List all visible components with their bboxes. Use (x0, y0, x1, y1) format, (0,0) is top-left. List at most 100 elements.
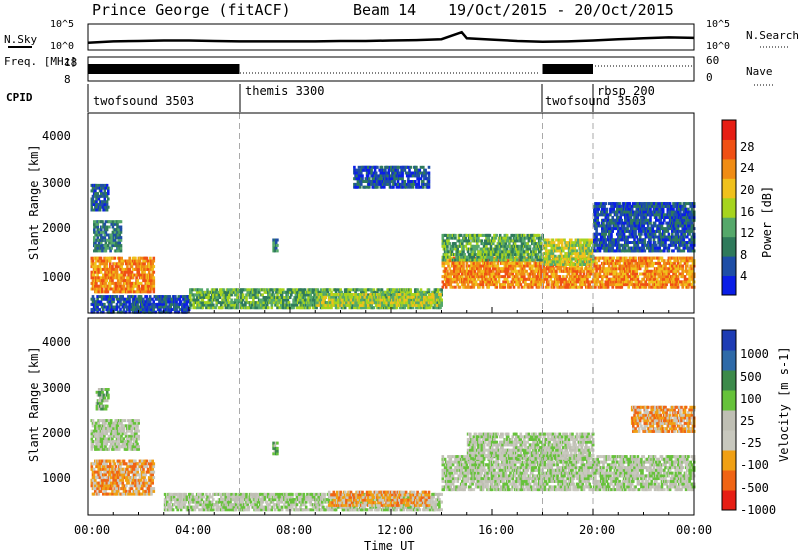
echo-cell (523, 255, 526, 259)
echo-cell (454, 258, 457, 262)
echo-cell (573, 280, 577, 284)
echo-cell (124, 302, 128, 306)
echo-cell (449, 244, 453, 248)
echo-cell (475, 242, 479, 246)
echo-cell (322, 301, 325, 305)
echo-cell (143, 265, 146, 269)
echo-cell (672, 256, 675, 260)
echo-cell (604, 267, 608, 271)
echo-cell (671, 264, 674, 268)
echo-cell (323, 306, 326, 310)
echo-cell (487, 236, 490, 240)
echo-cell (642, 277, 645, 281)
echo-cell (443, 258, 447, 262)
echo-cell (93, 236, 96, 240)
echo-cell (244, 288, 247, 292)
echo-cell (641, 259, 644, 263)
echo-cell (126, 259, 129, 263)
echo-cell (121, 290, 125, 294)
echo-cell (470, 264, 473, 268)
echo-cell (462, 261, 465, 265)
echo-cell (674, 272, 678, 276)
echo-cell (355, 303, 358, 307)
echo-cell (113, 262, 117, 266)
echo-cell (444, 267, 448, 271)
echo-cell (628, 261, 632, 265)
echo-cell (163, 297, 167, 301)
echo-cell (490, 255, 494, 259)
echo-cell (103, 194, 107, 198)
echo-cell (481, 250, 485, 254)
date-range: 19/Oct/2015 - 20/Oct/2015 (448, 1, 674, 19)
echo-cell (330, 306, 333, 310)
echo-cell (544, 285, 548, 289)
echo-cell (366, 303, 370, 307)
echo-cell (525, 269, 528, 273)
echo-cell (166, 305, 169, 309)
echo-cell (111, 279, 114, 283)
echo-cell (463, 277, 466, 281)
echo-cell (99, 284, 103, 288)
echo-cell (518, 264, 521, 268)
echo-cell (98, 259, 102, 263)
echo-cell (579, 272, 582, 276)
echo-cell (411, 303, 415, 307)
echo-cell (533, 277, 536, 281)
echo-cell (453, 269, 456, 273)
echo-cell (485, 275, 488, 279)
echo-cell (461, 269, 464, 273)
echo-cell (533, 272, 536, 276)
power-heatmap (90, 113, 696, 314)
echo-cell (536, 280, 540, 284)
echo-cell (544, 263, 548, 266)
echo-cell (216, 290, 220, 294)
echo-cell (252, 298, 255, 302)
echo-cell (301, 290, 305, 294)
echo-cell (110, 222, 113, 226)
echo-cell (470, 269, 473, 273)
echo-cell (498, 242, 502, 246)
echo-cell (151, 267, 154, 271)
echo-cell (475, 261, 479, 265)
echo-cell (628, 269, 632, 273)
echo-cell (597, 267, 601, 271)
echo-cell (611, 283, 614, 287)
echo-cell (526, 247, 529, 251)
echo-cell (326, 290, 330, 294)
echo-cell (119, 300, 122, 304)
echo-cell (146, 267, 150, 271)
echo-cell (506, 269, 510, 273)
echo-cell (612, 269, 616, 273)
echo-cell (270, 298, 274, 302)
echo-cell (256, 303, 260, 307)
echo-cell (404, 303, 408, 307)
echo-cell (152, 276, 156, 280)
echo-cell (102, 267, 105, 271)
echo-cell (189, 306, 192, 310)
echo-cell (612, 264, 616, 268)
echo-cell (105, 295, 108, 299)
echo-cell (414, 290, 417, 294)
echo-cell (622, 264, 626, 268)
echo-cell (635, 269, 639, 273)
echo-cell (466, 250, 470, 254)
echo-cell (97, 241, 101, 245)
echo-cell (613, 272, 617, 276)
echo-cell (104, 230, 108, 234)
echo-cell (165, 295, 168, 299)
echo-cell (321, 306, 324, 310)
echo-cell (96, 295, 99, 299)
echo-cell (374, 295, 378, 299)
echo-cell (433, 303, 437, 307)
echo-cell (169, 305, 173, 309)
echo-cell (534, 264, 538, 268)
echo-cell (218, 296, 222, 299)
echo-cell (332, 295, 336, 299)
echo-cell (665, 267, 668, 271)
echo-cell (391, 290, 394, 294)
echo-cell (149, 290, 152, 294)
echo-cell (165, 302, 168, 306)
echo-cell (121, 262, 125, 266)
echo-cell (104, 186, 108, 190)
echo-cell (215, 303, 218, 307)
